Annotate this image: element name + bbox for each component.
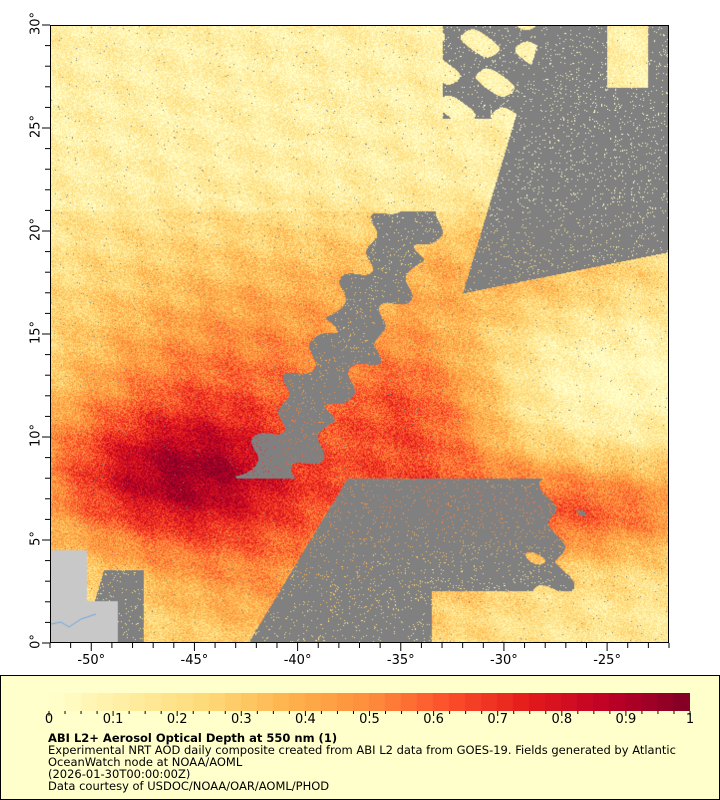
x-tick-label: -50°: [77, 653, 106, 668]
y-tick-label: 30°: [28, 11, 44, 36]
y-tick-label: 25°: [28, 114, 44, 139]
colorbar: [49, 693, 690, 711]
y-tick-label: 20°: [28, 217, 44, 242]
colorbar-label: 0.4: [295, 712, 316, 727]
x-tick-label: -45°: [180, 653, 209, 668]
map-axes: [42, 24, 670, 651]
y-tick-label: 15°: [28, 320, 44, 345]
legend-panel: 0 0.1 0.2 0.3 0.4 0.5 0.6 0.7 0.8 0.9 1 ABI L2+ Ae…: [0, 675, 720, 800]
colorbar-label: 0.3: [230, 712, 252, 727]
y-tick-label: 10°: [28, 423, 44, 448]
legend-title: ABI L2+ Aerosol Optical Depth at 550 nm …: [48, 731, 338, 745]
legend-date: (2026-01-30T00:00:00Z): [48, 767, 191, 781]
x-tick-label: -35°: [386, 653, 415, 668]
aod-map: [50, 25, 669, 643]
legend-description-1: Experimental NRT AOD daily composite cre…: [48, 743, 676, 757]
legend-credit: Data courtesy of USDOC/NOAA/OAR/AOML/PHO…: [48, 779, 330, 793]
y-tick-label: 0°: [28, 634, 44, 649]
colorbar-label: 0.5: [359, 712, 380, 727]
colorbar-label: 0.1: [102, 712, 124, 727]
colorbar-label: 0: [44, 712, 54, 727]
colorbar-label: 1: [685, 712, 695, 727]
legend-description-2: OceanWatch node at NOAA/AOML: [48, 755, 243, 769]
colorbar-label: 0.2: [166, 712, 188, 727]
colorbar-label: 0.7: [487, 712, 509, 727]
y-tick-label: 5°: [28, 531, 44, 546]
x-tick-label: -25°: [593, 653, 621, 668]
colorbar-label: 0.9: [615, 712, 637, 727]
x-tick-label: -30°: [490, 653, 518, 668]
colorbar-label: 0.6: [423, 712, 444, 727]
x-tick-label: -40°: [283, 653, 312, 668]
colorbar-label: 0.8: [551, 712, 573, 727]
colorbar-ticks: [48, 711, 691, 716]
